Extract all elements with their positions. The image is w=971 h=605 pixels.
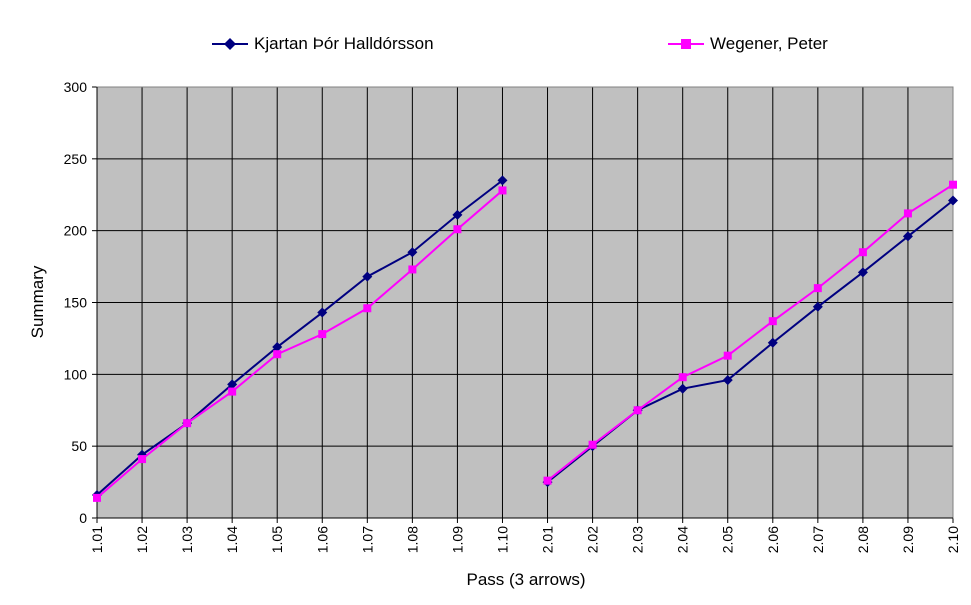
legend-item-series-2: Wegener, Peter bbox=[668, 32, 828, 56]
series-2-point bbox=[453, 225, 462, 234]
x-tick-label: 2.02 bbox=[585, 526, 601, 553]
y-tick-label: 300 bbox=[64, 79, 88, 95]
series-1-line-1 bbox=[96, 179, 504, 496]
legend-marker-square-icon bbox=[668, 39, 704, 49]
series-1-point bbox=[857, 267, 868, 278]
y-tick-label: 0 bbox=[79, 510, 87, 526]
y-tick-label: 150 bbox=[64, 295, 88, 311]
series-2-point bbox=[363, 304, 372, 313]
series-2-point bbox=[273, 350, 282, 359]
series-1-point bbox=[407, 247, 418, 258]
y-tick-label: 100 bbox=[64, 366, 88, 382]
x-tick-label: 1.07 bbox=[359, 526, 375, 553]
series-1-point bbox=[902, 231, 913, 242]
series-2-line-1 bbox=[96, 189, 504, 499]
series-2-point bbox=[408, 265, 417, 274]
series-2-point bbox=[138, 455, 147, 464]
x-tick-label: 2.01 bbox=[540, 526, 556, 553]
series-1-point bbox=[948, 195, 958, 206]
series-2-point bbox=[498, 186, 507, 195]
series-2-point bbox=[723, 351, 732, 360]
series-2-point bbox=[768, 317, 777, 326]
x-tick-label: 1.02 bbox=[134, 526, 150, 553]
series-2-line-2 bbox=[546, 183, 954, 482]
y-tick-label: 50 bbox=[71, 438, 87, 454]
x-tick-label: 2.05 bbox=[720, 526, 736, 553]
legend-item-series-1: Kjartan Þór Halldórsson bbox=[212, 32, 434, 56]
series-2-point bbox=[318, 330, 327, 339]
series-2-point bbox=[93, 493, 101, 502]
series-1-point bbox=[722, 375, 733, 386]
y-tick-label: 250 bbox=[64, 151, 88, 167]
x-tick-label: 2.06 bbox=[765, 526, 781, 553]
series-2-point bbox=[813, 284, 822, 293]
x-tick-label: 1.09 bbox=[449, 526, 465, 553]
series-2-point bbox=[858, 248, 867, 257]
series-2-point bbox=[678, 373, 687, 382]
series-1-point bbox=[317, 307, 328, 318]
x-tick-label: 1.05 bbox=[269, 526, 285, 553]
x-tick-label: 1.08 bbox=[404, 526, 420, 553]
x-tick-label: 2.10 bbox=[945, 526, 961, 553]
series-1-point bbox=[452, 209, 463, 220]
legend-marker-diamond-icon bbox=[212, 38, 248, 50]
x-tick-label: 2.08 bbox=[855, 526, 871, 553]
series-2-point bbox=[903, 209, 912, 218]
series-2-point bbox=[543, 476, 552, 485]
series-1-point bbox=[272, 342, 283, 353]
y-tick-label: 200 bbox=[64, 223, 88, 239]
series-1-point bbox=[497, 175, 508, 186]
x-tick-label: 1.10 bbox=[494, 526, 510, 553]
x-tick-label: 1.01 bbox=[89, 526, 105, 553]
series-1-point bbox=[677, 383, 688, 394]
series-2-point bbox=[633, 406, 642, 415]
x-tick-label: 2.07 bbox=[810, 526, 826, 553]
series-1-point bbox=[812, 301, 823, 312]
legend-label-series-1: Kjartan Þór Halldórsson bbox=[254, 34, 434, 53]
series-2-point bbox=[588, 440, 597, 449]
series-2-point bbox=[228, 387, 237, 396]
x-tick-label: 1.04 bbox=[224, 526, 240, 553]
legend-label-series-2: Wegener, Peter bbox=[710, 34, 828, 53]
series-1-point bbox=[227, 379, 238, 390]
x-tick-label: 1.03 bbox=[179, 526, 195, 553]
series-1-point bbox=[362, 271, 373, 282]
series-2-point bbox=[949, 180, 957, 189]
x-tick-label: 1.06 bbox=[314, 526, 330, 553]
x-tick-label: 2.03 bbox=[630, 526, 646, 553]
series-1-point bbox=[767, 337, 778, 348]
series-2-point bbox=[183, 419, 192, 428]
x-axis-title: Pass (3 arrows) bbox=[466, 570, 586, 589]
x-tick-label: 2.09 bbox=[900, 526, 916, 553]
x-tick-label: 2.04 bbox=[675, 526, 691, 553]
